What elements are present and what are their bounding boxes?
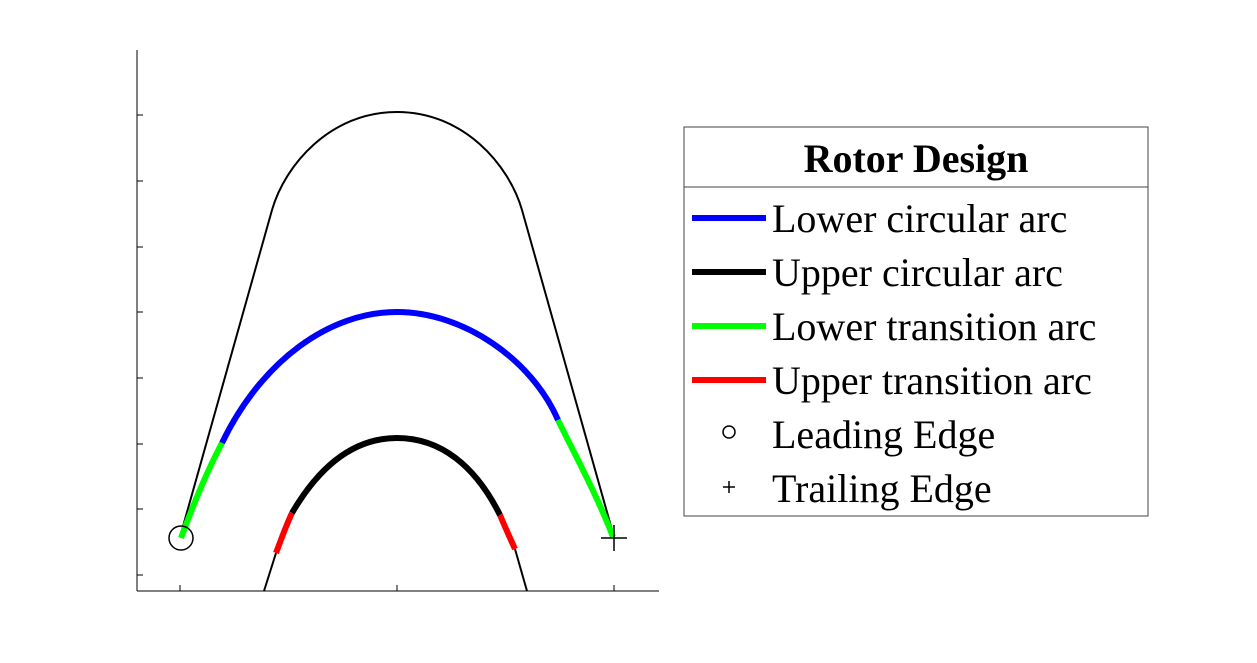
- legend-marker-leading-edge: [722, 425, 736, 439]
- legend-marker-trailing-edge: [723, 481, 735, 493]
- outer-outline-curve: [179, 110, 615, 538]
- leading-edge-marker: [168, 525, 194, 551]
- trailing-edge-marker: [601, 525, 627, 551]
- legend-box: [683, 126, 1149, 517]
- inner-left-extension: [263, 552, 277, 592]
- upper-transition-arc-right: [497, 513, 518, 551]
- lower-transition-arc-right: [555, 418, 616, 539]
- legend-title: Rotor Design: [804, 136, 1029, 181]
- legend-label-lower-transition: Lower transition arc: [772, 304, 1096, 349]
- upper-circular-arc: [289, 434, 503, 517]
- inner-right-extension: [514, 548, 528, 592]
- lower-circular-arc: [219, 308, 561, 445]
- legend-label-trailing-edge: Trailing Edge: [772, 466, 992, 511]
- legend-label-upper-transition: Upper transition arc: [772, 358, 1092, 403]
- legend: Rotor Design Lower circular arc Upper ci…: [683, 126, 1149, 517]
- lower-transition-arc-left: [178, 441, 225, 540]
- legend-label-lower-circular: Lower circular arc: [772, 196, 1067, 241]
- legend-label-upper-circular: Upper circular arc: [772, 250, 1063, 295]
- upper-transition-arc-left: [273, 511, 295, 555]
- legend-label-leading-edge: Leading Edge: [772, 412, 995, 457]
- axes: [136, 50, 659, 592]
